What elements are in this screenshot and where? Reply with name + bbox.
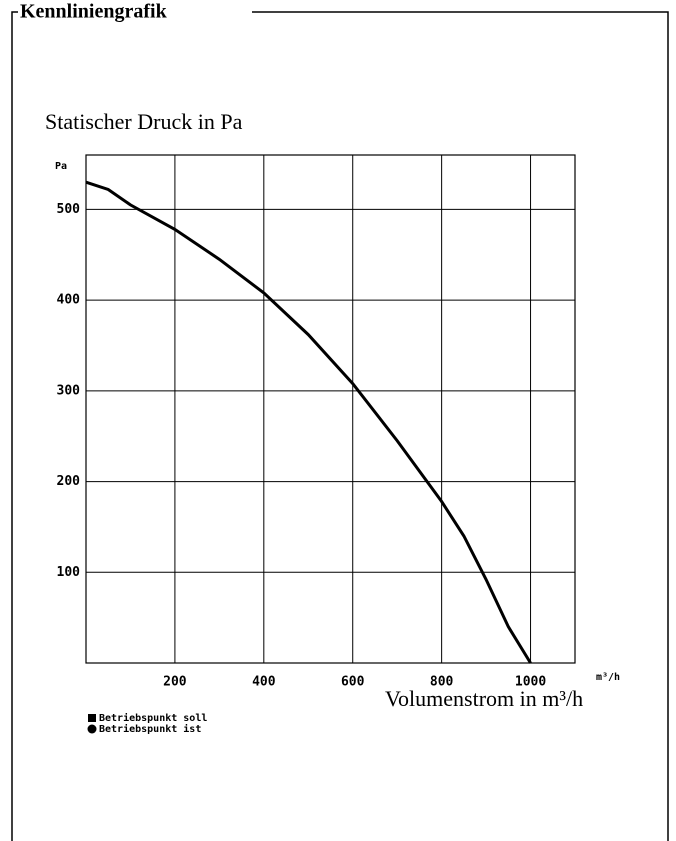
- legend-marker: [87, 724, 97, 734]
- x-tick-label: 200: [163, 675, 187, 690]
- x-axis-label: Volumenstrom in m³/h: [385, 686, 583, 711]
- legend-label: Betriebspunkt soll: [99, 712, 207, 724]
- frame-title: Kennliniengrafik: [20, 1, 168, 23]
- y-tick-label: 500: [57, 202, 81, 217]
- chart-title: Statischer Druck in Pa: [45, 109, 243, 134]
- x-tick-label: 1000: [515, 675, 546, 690]
- y-tick-label: 400: [57, 293, 81, 308]
- x-tick-label: 800: [430, 675, 454, 690]
- legend-marker: [88, 714, 96, 722]
- legend-label: Betriebspunkt ist: [99, 723, 201, 735]
- y-tick-label: 200: [57, 474, 81, 489]
- plot-border: [85, 154, 576, 664]
- x-unit: m³/h: [596, 672, 620, 683]
- y-unit: Pa: [55, 161, 67, 172]
- frame: [11, 11, 669, 841]
- y-tick-label: 300: [57, 383, 81, 398]
- curve: [85, 180, 532, 664]
- y-tick-label: 100: [57, 565, 81, 580]
- x-tick-label: 400: [252, 675, 276, 690]
- x-tick-label: 600: [341, 675, 365, 690]
